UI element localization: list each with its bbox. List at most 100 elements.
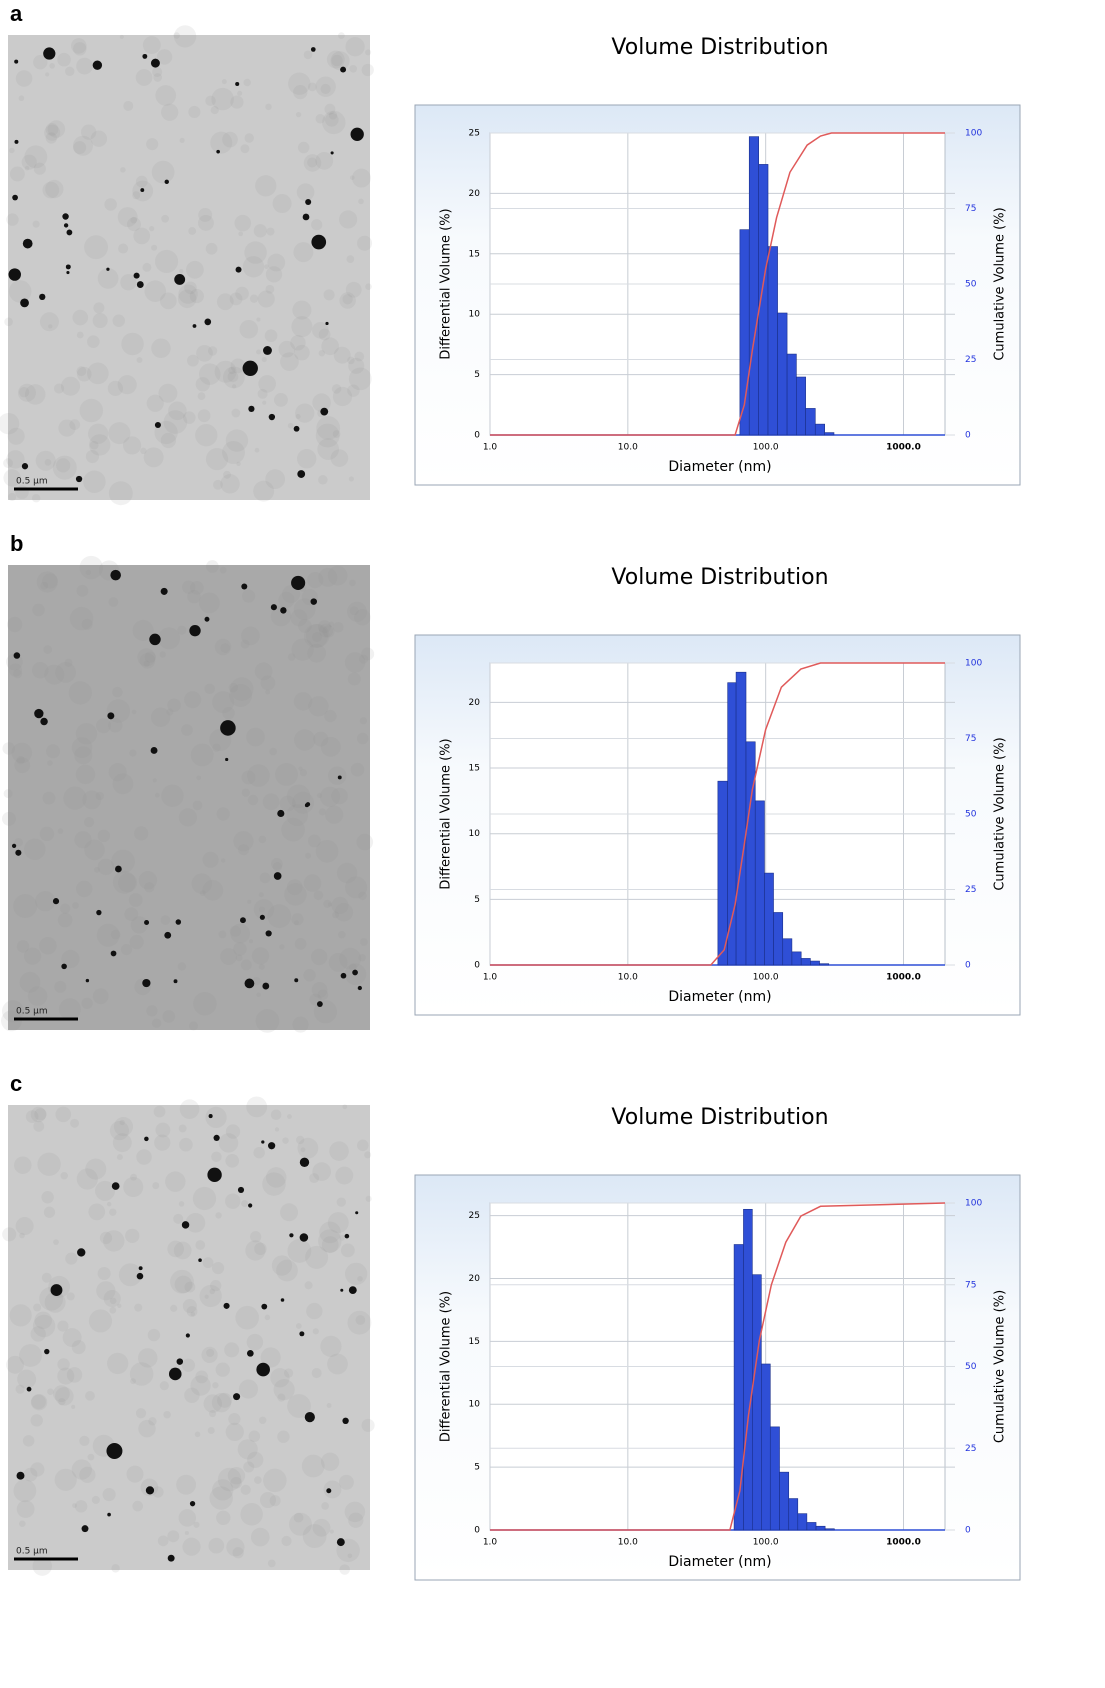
texture: [135, 1408, 147, 1419]
texture: [13, 894, 38, 919]
texture: [176, 1474, 197, 1495]
histogram-bar: [814, 423, 825, 436]
texture: [225, 1193, 241, 1209]
texture: [57, 912, 73, 928]
histogram-bar: [727, 682, 737, 966]
texture: [254, 662, 273, 681]
texture: [321, 1236, 339, 1254]
particle: [160, 587, 168, 595]
texture: [286, 804, 309, 827]
texture: [354, 609, 371, 626]
texture: [182, 1298, 197, 1314]
texture: [301, 1454, 325, 1478]
texture: [207, 1427, 215, 1435]
texture: [203, 1394, 222, 1413]
texture: [181, 724, 193, 736]
texture: [291, 913, 304, 926]
texture: [163, 1410, 171, 1419]
texture: [306, 1302, 323, 1320]
texture: [212, 1479, 234, 1501]
texture: [315, 76, 336, 97]
particle: [213, 1134, 220, 1142]
texture: [218, 930, 227, 939]
texture: [346, 601, 367, 622]
particle: [150, 747, 158, 754]
y-axis-label: Differential Volume (%): [439, 1291, 454, 1442]
particle: [107, 712, 115, 720]
texture: [97, 268, 119, 289]
texture: [59, 903, 71, 914]
texture: [17, 1369, 37, 1389]
texture: [108, 422, 131, 445]
particle: [280, 607, 287, 614]
particle: [241, 583, 248, 590]
texture: [311, 1368, 322, 1379]
texture: [112, 314, 126, 328]
texture: [344, 1262, 368, 1286]
texture: [358, 654, 369, 664]
texture: [246, 727, 265, 747]
texture: [311, 219, 323, 231]
texture: [74, 1500, 88, 1513]
texture: [31, 1394, 46, 1410]
particle: [189, 625, 201, 637]
texture: [349, 175, 355, 180]
x-tick-label: 100.0: [753, 973, 779, 983]
texture: [36, 571, 58, 593]
texture: [71, 1459, 92, 1480]
texture: [91, 1495, 100, 1504]
texture: [56, 458, 71, 473]
texture: [290, 335, 306, 351]
texture: [138, 1419, 156, 1438]
texture: [170, 1304, 178, 1312]
texture: [256, 349, 261, 355]
texture: [219, 566, 227, 574]
texture: [57, 1320, 69, 1332]
texture: [30, 1326, 46, 1342]
texture: [331, 384, 342, 394]
y-tick-label: 10: [469, 829, 481, 839]
particle: [168, 1367, 182, 1381]
texture: [15, 1217, 34, 1236]
texture: [259, 1492, 276, 1509]
texture: [47, 1388, 54, 1395]
texture: [313, 731, 329, 747]
particle: [325, 321, 329, 326]
particle: [52, 898, 60, 905]
texture: [254, 1242, 267, 1256]
particle: [352, 969, 358, 976]
texture: [274, 1127, 280, 1132]
texture: [342, 1104, 348, 1110]
histogram-bar: [810, 960, 820, 966]
texture: [344, 1501, 366, 1523]
y2-tick-label: 25: [965, 1444, 976, 1454]
texture: [3, 469, 21, 487]
texture: [324, 112, 339, 127]
texture: [199, 1284, 222, 1308]
texture: [247, 794, 259, 806]
texture: [332, 911, 339, 919]
texture: [152, 66, 163, 77]
histogram-bar: [743, 1208, 753, 1531]
texture: [18, 95, 25, 102]
texture: [295, 403, 315, 423]
texture: [106, 1201, 112, 1207]
texture: [299, 769, 308, 777]
texture: [19, 1520, 26, 1528]
texture: [90, 130, 108, 147]
particle: [310, 598, 317, 605]
particle: [342, 1417, 349, 1425]
texture: [199, 890, 206, 897]
texture: [331, 54, 343, 67]
texture: [235, 286, 249, 301]
texture: [57, 52, 71, 67]
texture: [23, 947, 42, 965]
texture: [10, 166, 25, 182]
histogram-bar: [805, 408, 816, 436]
particle: [270, 604, 277, 611]
texture: [161, 214, 169, 223]
texture: [162, 1010, 176, 1023]
texture: [266, 227, 275, 236]
texture: [84, 235, 108, 260]
texture: [205, 1106, 227, 1129]
